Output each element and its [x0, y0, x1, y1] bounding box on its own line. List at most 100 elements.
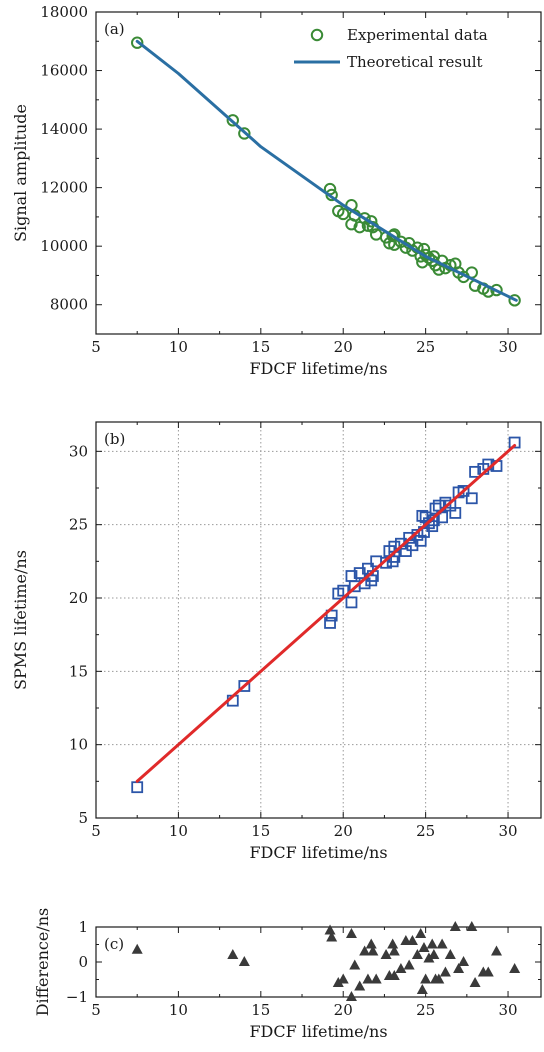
- data-point: [449, 507, 462, 519]
- data-point: [370, 973, 382, 984]
- x-tick-label: 5: [91, 822, 101, 840]
- data-point: [457, 485, 470, 497]
- y-tick-label: 20: [69, 589, 88, 607]
- data-point: [238, 956, 250, 966]
- data-point: [388, 970, 400, 980]
- data-point: [411, 949, 423, 959]
- data-point: [388, 945, 400, 956]
- legend-label: Experimental data: [347, 26, 488, 44]
- data-point: [418, 942, 430, 952]
- x-tick-label: 30: [498, 338, 517, 356]
- panel-a: 5 10 15 20 25 30 8000 10000 12000 14000 16000 18000…: [11, 3, 542, 378]
- data-point: [433, 973, 445, 984]
- x-tick-label: 15: [251, 822, 270, 840]
- x-tick-label: 15: [251, 338, 270, 356]
- x-tick-label: 10: [169, 822, 188, 840]
- data-point: [388, 238, 401, 251]
- data-point: [354, 980, 366, 991]
- y-axis-title: SPMS lifetime/ns: [11, 550, 30, 690]
- x-tick-label: 15: [251, 1001, 270, 1019]
- y-tick-label: 10000: [40, 237, 88, 255]
- data-point: [345, 928, 357, 938]
- x-tick-label: 10: [169, 1001, 188, 1019]
- data-point: [337, 584, 350, 597]
- data-point: [387, 938, 399, 949]
- panel-label: (b): [104, 430, 125, 448]
- data-point: [337, 207, 350, 221]
- data-point: [449, 921, 461, 931]
- data-point: [345, 596, 358, 609]
- data-point: [131, 36, 144, 49]
- data-point: [367, 945, 379, 956]
- plot-frame: [95, 11, 542, 335]
- x-axis-title: FDCF lifetime/ns: [249, 1022, 387, 1041]
- data-point: [466, 921, 478, 931]
- data-point: [238, 680, 251, 692]
- data-point: [326, 931, 338, 942]
- data-point: [415, 928, 427, 938]
- x-tick-label: 30: [498, 822, 517, 840]
- data-point: [362, 973, 374, 984]
- plot-frame: [95, 421, 542, 819]
- x-tick-label: 20: [334, 338, 353, 356]
- y-tick-label: 15: [69, 662, 88, 680]
- data-point: [345, 991, 357, 1001]
- x-tick-label: 25: [416, 338, 435, 356]
- legend: Experimental data Theoretical result: [294, 26, 488, 71]
- fit-line: [135, 39, 518, 302]
- data-point: [508, 436, 521, 449]
- data-point: [403, 531, 416, 544]
- data-point: [403, 959, 415, 970]
- legend-label: Theoretical result: [347, 53, 483, 71]
- y-tick-label: 5: [78, 809, 88, 827]
- y-tick-label: −1: [66, 988, 88, 1006]
- y-tick-label: 1: [78, 918, 88, 936]
- panel-b: 5 10 15 20 25 30 5 10 15 20 25 30 FDCF lifetime/ns SP…: [11, 421, 542, 862]
- data-point: [482, 966, 494, 977]
- data-point: [380, 949, 392, 959]
- data-point: [337, 973, 349, 984]
- data-point: [465, 492, 478, 505]
- data-point: [324, 617, 336, 629]
- x-tick-label: 25: [416, 1001, 435, 1019]
- y-axis-title: Difference/ns: [33, 908, 52, 1017]
- data-point: [432, 499, 445, 512]
- y-tick-label: 14000: [40, 120, 88, 138]
- data-point: [359, 945, 371, 956]
- data-point: [420, 973, 432, 984]
- data-point: [406, 935, 418, 945]
- y-tick-label: 8000: [50, 296, 88, 314]
- data-point: [358, 212, 371, 225]
- data-point: [428, 949, 440, 959]
- data-point: [490, 283, 503, 297]
- panel-label: (a): [104, 20, 125, 38]
- x-tick-label: 10: [169, 338, 188, 356]
- panel-label: (c): [104, 935, 124, 953]
- data-point: [491, 945, 502, 956]
- data-point: [131, 943, 143, 954]
- data-point: [365, 215, 378, 228]
- data-point: [416, 984, 428, 994]
- data-point: [365, 938, 377, 949]
- x-tick-label: 20: [334, 1001, 353, 1019]
- y-tick-label: 0: [78, 953, 88, 971]
- x-tick-label: 25: [416, 822, 435, 840]
- y-tick-label: 30: [69, 442, 88, 460]
- y-tick-label: 16000: [40, 62, 88, 80]
- data-point: [332, 977, 344, 987]
- x-tick-label: 5: [91, 338, 101, 356]
- data-point: [426, 938, 438, 949]
- y-axis-title: Signal amplitude: [11, 104, 30, 242]
- legend-marker-circle: [310, 28, 324, 42]
- data-point: [469, 465, 481, 478]
- data-point: [439, 966, 451, 977]
- data-point: [436, 511, 449, 524]
- x-axis-title: FDCF lifetime/ns: [249, 843, 387, 862]
- panel-c: 5 10 15 20 25 30 −1 0 1 FDCF lifetime/ns Differenc…: [33, 908, 542, 1041]
- x-tick-label: 20: [334, 822, 353, 840]
- data-point: [444, 949, 456, 959]
- data-point: [226, 114, 239, 127]
- data-point: [349, 959, 361, 970]
- x-tick-label: 5: [91, 1001, 101, 1019]
